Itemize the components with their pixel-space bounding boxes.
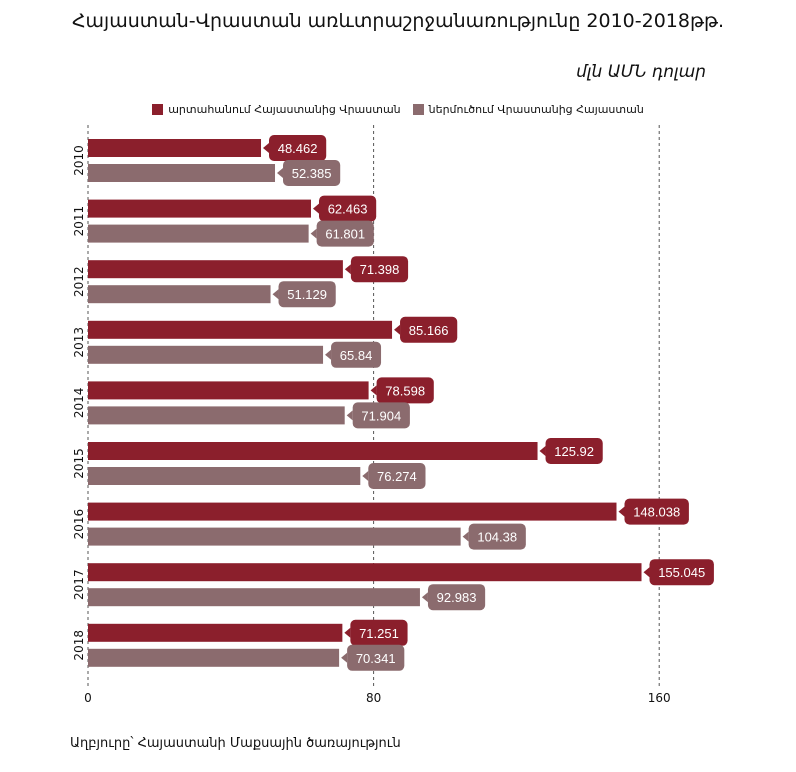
x-tick-label: 80 [366,691,381,705]
value-label: 65.84 [340,348,373,363]
x-tick-label: 0 [84,691,92,705]
value-label-bg [278,281,336,308]
chart-title: Հայաստան-Վրաստան առևտրաշրջանառությունը 2… [71,10,725,32]
legend-label-export: արտահանում Հայաստանից Վրաստան [168,103,401,116]
bar [88,648,340,667]
value-label: 85.166 [409,323,449,338]
value-label-bg [400,316,458,343]
year-label: 2010 [72,145,86,176]
value-label-bg [368,463,426,489]
value-label-pointer [344,264,351,275]
value-label-pointer [394,324,401,335]
legend: արտահանում Հայաստանից Վրաստան ներմուծում… [0,103,796,116]
value-label: 125.92 [554,444,594,459]
value-label-bg [331,341,382,368]
bar [88,406,345,425]
bar [88,527,461,546]
value-label-pointer [344,627,351,638]
bar [88,285,271,304]
value-label: 148.038 [633,505,680,520]
value-label: 62.463 [328,202,368,217]
bar [88,139,262,157]
value-label-pointer [362,471,369,481]
value-label: 71.398 [360,262,400,277]
value-label-bg [545,438,603,464]
value-label: 51.129 [287,287,327,302]
value-label-pointer [277,168,284,178]
bar [88,623,343,642]
value-label: 71.904 [361,408,401,423]
value-label-bg [624,498,689,525]
value-label-pointer [618,506,625,517]
value-label-pointer [643,567,650,578]
value-label-bg [316,220,374,247]
year-label: 2015 [72,448,86,479]
value-label-bg [347,644,405,671]
legend-item-import: ներմուծում Վրաստանից Հայաստան [412,103,644,116]
bar [88,563,642,582]
value-label: 155.045 [658,565,705,580]
unit-label: մլն ԱՄՆ դոլար [576,62,706,82]
value-label-pointer [263,143,270,153]
value-label: 70.341 [356,651,396,666]
year-label: 2017 [72,569,86,600]
value-label-bg [649,559,714,586]
value-label-bg [269,135,327,161]
value-label-pointer [341,652,348,663]
bar [88,381,369,400]
x-tick-label: 160 [648,691,671,705]
legend-swatch-import [412,104,424,115]
value-label-pointer [370,385,377,396]
value-label-pointer [346,410,353,421]
value-label-pointer [325,349,332,360]
value-label: 61.801 [325,227,365,242]
year-label: 2016 [72,509,86,540]
value-label-pointer [462,531,469,542]
value-label: 71.251 [359,626,399,641]
value-label-pointer [310,228,317,239]
year-label: 2011 [72,206,86,237]
value-label-bg [350,256,409,283]
value-label-bg [352,402,410,429]
year-label: 2014 [72,388,86,419]
legend-swatch-export [152,104,164,115]
value-label: 52.385 [292,166,332,181]
bar [88,260,343,279]
legend-label-import: ներմուծում Վրաստանից Հայաստան [428,103,644,116]
bar [88,224,309,243]
value-label: 104.38 [477,530,517,545]
bar [88,199,311,218]
value-label-bg [350,619,408,646]
bar [88,442,538,460]
value-label: 76.274 [377,469,417,484]
year-label: 2013 [72,327,86,358]
source-note: Աղբյուրը՝ Հայաստանի Մաքսային ծառայությու… [70,736,401,751]
value-label: 48.462 [278,141,318,156]
value-label-bg [283,160,341,186]
year-label: 2018 [72,630,86,661]
bar [88,467,361,485]
bar [88,345,324,364]
bar [88,502,617,521]
value-label-bg [427,584,486,611]
value-label-bg [318,195,377,222]
value-label: 78.598 [385,383,425,398]
legend-item-export: արտահանում Հայաստանից Վրաստան [152,103,401,116]
value-label-pointer [312,203,319,214]
value-label: 92.983 [437,590,477,605]
bar [88,320,393,339]
value-label-bg [468,523,526,550]
bar [88,164,276,182]
value-label-pointer [539,446,546,456]
year-label: 2012 [72,266,86,297]
bar [88,588,420,607]
value-label-pointer [421,592,428,603]
value-label-pointer [272,289,279,300]
value-label-bg [376,377,434,404]
